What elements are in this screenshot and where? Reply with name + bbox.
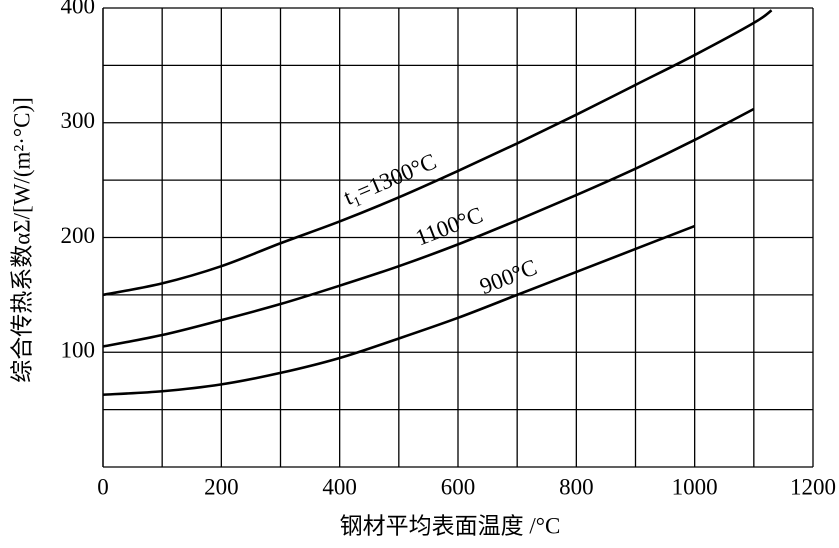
series-label: 900°C xyxy=(476,254,540,299)
x-tick-label: 800 xyxy=(559,474,594,499)
y-axis-label: 综合传热系数αΣ/[W/(m²·°C)] xyxy=(9,97,34,383)
curve xyxy=(102,9,773,297)
curve xyxy=(102,107,755,348)
x-tick-label: 200 xyxy=(204,474,239,499)
x-tick-label: 1200 xyxy=(790,474,836,499)
curve xyxy=(102,224,696,397)
x-tick-label: 1000 xyxy=(672,474,718,499)
y-tick-label: 200 xyxy=(61,223,96,248)
series-label: 1100°C xyxy=(412,202,486,251)
x-tick-label: 400 xyxy=(322,474,357,499)
y-tick-label: 100 xyxy=(61,338,96,363)
x-tick-label: 600 xyxy=(441,474,476,499)
y-tick-label: 300 xyxy=(61,108,96,133)
y-tick-label: 400 xyxy=(61,0,96,18)
x-tick-label: 0 xyxy=(97,474,109,499)
x-axis-label: 钢材平均表面温度 /°C xyxy=(340,513,561,538)
